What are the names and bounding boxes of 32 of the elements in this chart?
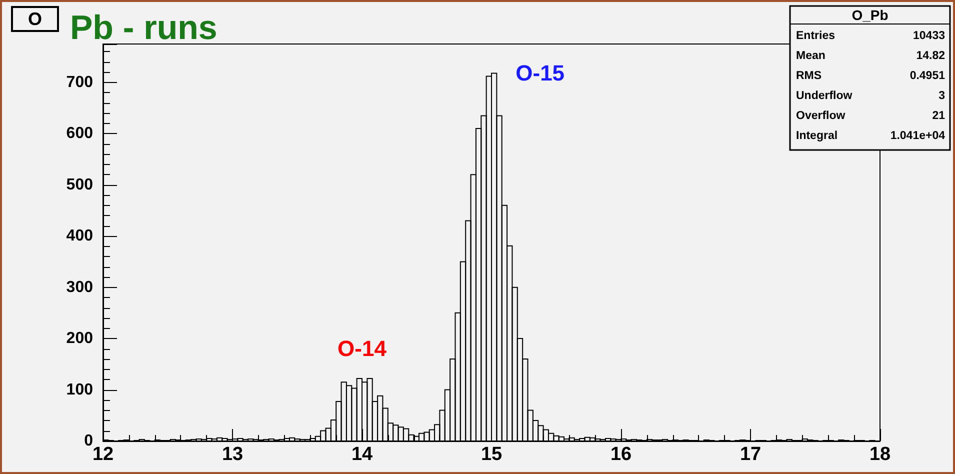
x-tick-label: 17 bbox=[740, 444, 762, 465]
text: Entries bbox=[796, 30, 835, 42]
annotation: O-14 bbox=[338, 336, 388, 362]
x-tick-label: 16 bbox=[610, 444, 632, 465]
y-tick-label: 0 bbox=[84, 432, 94, 450]
text: 14.82 bbox=[916, 50, 945, 62]
annotation: Integral bbox=[796, 130, 838, 142]
x-tick-label: 15 bbox=[480, 444, 502, 465]
annotation: Underflow bbox=[796, 90, 852, 102]
x-tick-label: 13 bbox=[222, 444, 244, 465]
x-tick-label: 12 bbox=[92, 444, 114, 465]
y-tick-label: 100 bbox=[66, 381, 94, 398]
text: O_Pb bbox=[852, 7, 888, 23]
annotation: RMS bbox=[796, 70, 822, 82]
x-tick-label: 14 bbox=[351, 444, 373, 465]
annotation: Mean bbox=[796, 50, 826, 62]
x-tick-label: 18 bbox=[869, 444, 891, 465]
text: O bbox=[28, 9, 42, 29]
y-tick-label: 600 bbox=[66, 125, 94, 142]
chart-title: Pb - runs bbox=[70, 9, 218, 47]
text: 21 bbox=[932, 110, 946, 122]
text: 3 bbox=[938, 90, 945, 102]
text: 10433 bbox=[913, 30, 945, 42]
y-tick-label: 500 bbox=[66, 176, 94, 194]
text: 0.4951 bbox=[910, 70, 946, 82]
annotation: Overflow bbox=[796, 110, 846, 122]
y-tick-label: 200 bbox=[66, 330, 94, 348]
text: 1.041e+04 bbox=[890, 130, 946, 142]
annotation: O-15 bbox=[516, 60, 565, 86]
y-tick-label: 700 bbox=[66, 74, 94, 91]
y-tick-label: 400 bbox=[66, 228, 94, 245]
y-tick-label: 300 bbox=[66, 278, 94, 296]
